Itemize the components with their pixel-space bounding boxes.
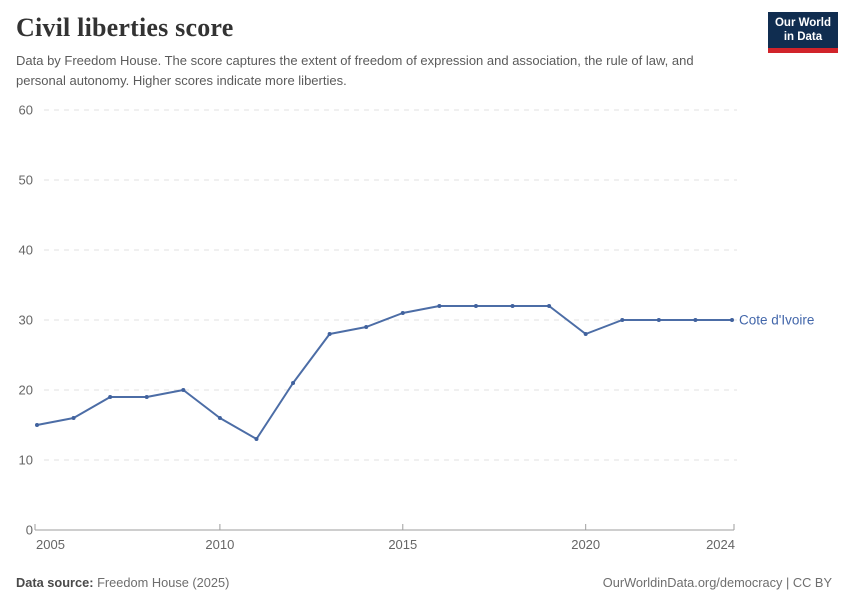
y-axis-tick-label: 10 [19,453,33,468]
y-axis-tick-label: 30 [19,313,33,328]
x-axis-tick-label: 2024 [706,537,735,552]
y-axis-tick-label: 0 [26,523,33,538]
data-point[interactable] [730,318,734,322]
data-point[interactable] [254,437,259,441]
data-point[interactable] [327,332,332,336]
data-point[interactable] [510,304,515,308]
series-line[interactable] [36,305,733,440]
data-point[interactable] [693,318,698,322]
y-axis-tick-label: 60 [19,103,33,118]
data-point[interactable] [547,304,552,308]
data-point[interactable] [437,304,442,308]
entity-label: Cote d'Ivoire [739,313,814,328]
data-point[interactable] [473,304,478,308]
data-point[interactable] [620,318,625,322]
owid-logo[interactable]: Our World in Data [767,12,838,53]
data-source-value: Freedom House (2025) [97,575,230,590]
data-point[interactable] [108,395,113,399]
owid-logo-line2: in Data [783,31,823,44]
data-point[interactable] [583,332,588,336]
x-axis-tick-label: 2005 [36,537,65,552]
data-source-label: Data source: [16,575,94,590]
page-title: Civil liberties score [16,13,234,42]
y-axis-tick-label: 50 [19,173,33,188]
x-axis-tick-label: 2015 [388,537,417,552]
y-axis-tick-label: 20 [19,383,33,398]
x-axis-tick-label: 2020 [571,537,600,552]
y-axis-tick-label: 40 [19,243,33,258]
data-point[interactable] [291,381,296,385]
x-axis-tick-label: 2010 [205,537,234,552]
chart-footer: Data source: Freedom House (2025) OurWor… [16,575,832,590]
attribution-link[interactable]: OurWorldinData.org/democracy | CC BY [602,575,832,590]
data-point[interactable] [656,318,661,322]
data-point[interactable] [217,416,222,420]
data-point[interactable] [364,325,369,329]
data-point[interactable] [144,395,149,399]
data-point[interactable] [35,423,39,427]
data-point[interactable] [400,311,405,315]
data-point[interactable] [71,416,76,420]
data-source: Data source: Freedom House (2025) [16,575,229,590]
data-point[interactable] [181,388,186,392]
owid-logo-line1: Our World [774,17,831,29]
chart-subtitle: Data by Freedom House. The score capture… [16,53,694,88]
